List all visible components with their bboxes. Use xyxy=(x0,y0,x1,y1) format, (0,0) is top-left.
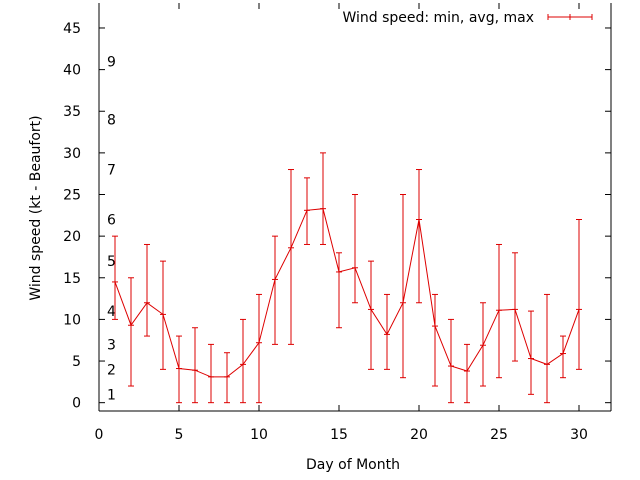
beaufort-label: 5 xyxy=(107,254,116,270)
x-axis-label: Day of Month xyxy=(306,457,400,473)
y-tick-label: 10 xyxy=(63,312,81,328)
legend: Wind speed: min, avg, max xyxy=(342,10,593,26)
beaufort-label: 6 xyxy=(107,212,116,228)
x-tick-label: 5 xyxy=(175,427,184,443)
beaufort-label: 2 xyxy=(107,362,116,378)
y-tick-label: 45 xyxy=(63,21,81,37)
beaufort-label: 1 xyxy=(107,387,116,403)
beaufort-label: 7 xyxy=(107,163,116,179)
x-tick-label: 0 xyxy=(95,427,104,443)
legend-key xyxy=(547,14,593,20)
beaufort-label: 4 xyxy=(107,304,116,320)
y-tick-label: 30 xyxy=(63,146,81,162)
beaufort-label: 9 xyxy=(107,54,116,70)
beaufort-label: 8 xyxy=(107,113,116,129)
y-tick-label: 35 xyxy=(63,104,81,120)
error-bars xyxy=(112,152,582,404)
y-tick-label: 15 xyxy=(63,271,81,287)
average-line xyxy=(114,208,580,378)
y-tick-label: 0 xyxy=(72,396,81,412)
legend-label: Wind speed: min, avg, max xyxy=(342,10,534,26)
x-tick-label: 30 xyxy=(570,427,588,443)
y-tick-label: 5 xyxy=(72,354,81,370)
x-tick-label: 25 xyxy=(490,427,508,443)
y-tick-label: 20 xyxy=(63,229,81,245)
y-axis-label: Wind speed (kt - Beaufort) xyxy=(28,115,44,300)
x-tick-label: 15 xyxy=(330,427,348,443)
x-tick-label: 20 xyxy=(410,427,428,443)
x-tick-label: 10 xyxy=(250,427,268,443)
beaufort-scale-labels: 1 2 3 4 5 6 7 8 9 xyxy=(107,54,116,403)
y-tick-label: 40 xyxy=(63,63,81,79)
y-tick-label: 25 xyxy=(63,188,81,204)
beaufort-label: 3 xyxy=(107,337,116,353)
